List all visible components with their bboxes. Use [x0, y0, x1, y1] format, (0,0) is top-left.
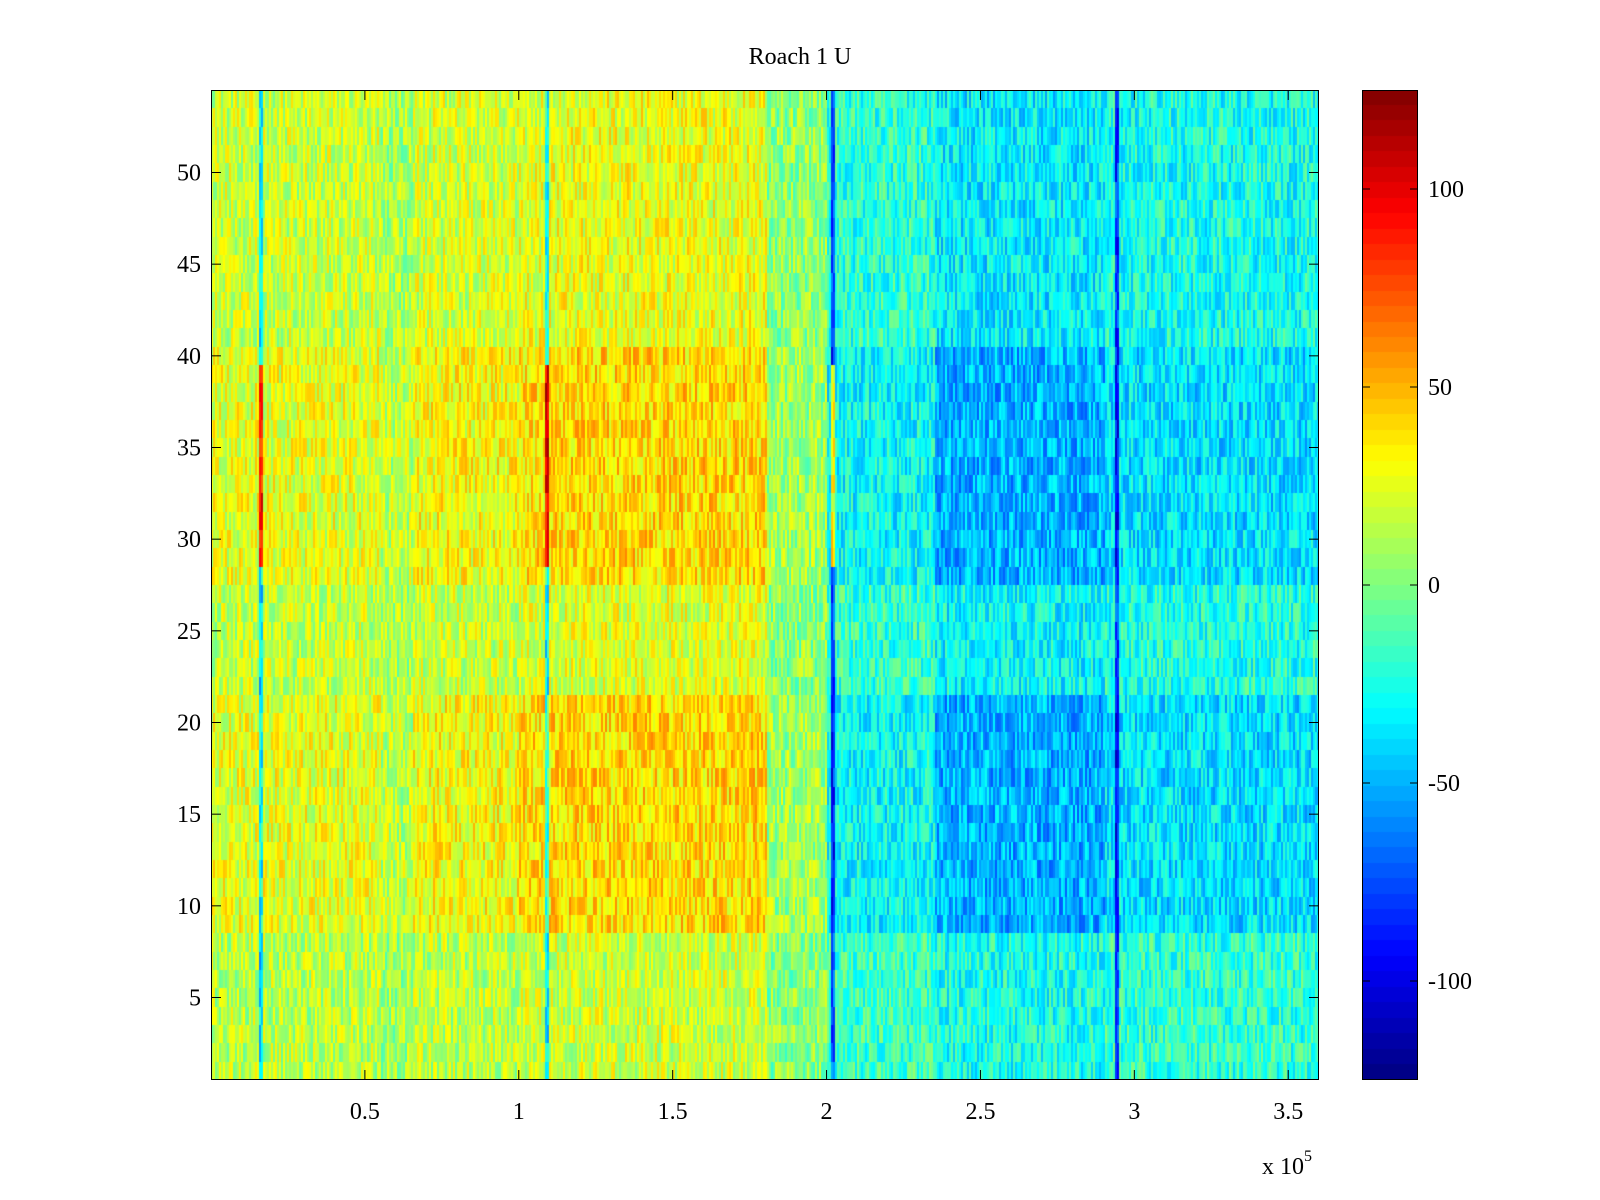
x-exponent-power: 5: [1304, 1148, 1312, 1165]
colorbar-tick-label: 100: [1428, 177, 1464, 203]
plot-frame: [211, 90, 1319, 1080]
y-tick-label: 40: [177, 344, 201, 370]
y-tick-label: 35: [177, 436, 201, 462]
x-tick-label: 3.5: [1273, 1099, 1303, 1125]
y-tick-label: 45: [177, 252, 201, 278]
colorbar-tick-label: 0: [1428, 573, 1440, 599]
colorbar: [1362, 90, 1418, 1080]
x-tick-label: 2.5: [965, 1099, 995, 1125]
y-tick-label: 15: [177, 802, 201, 828]
y-tick-label: 30: [177, 527, 201, 553]
x-tick-label: 3: [1128, 1099, 1140, 1125]
y-tick-label: 10: [177, 894, 201, 920]
heatmap-plot-area: [211, 90, 1319, 1080]
colorbar-tick-label: -100: [1428, 969, 1472, 995]
x-tick-label: 1.5: [658, 1099, 688, 1125]
chart-title: Roach 1 U: [748, 44, 852, 70]
x-tick-label: 0.5: [350, 1099, 380, 1125]
y-tick-label: 20: [177, 711, 201, 737]
y-tick-label: 5: [189, 986, 201, 1012]
y-tick-label: 50: [177, 161, 201, 187]
colorbar-tick-label: 50: [1428, 375, 1452, 401]
colorbar-tick-label: -50: [1428, 771, 1460, 797]
x-tick-label: 2: [821, 1099, 833, 1125]
x-axis-exponent-label: x 105: [1262, 1148, 1312, 1181]
x-tick-label: 1: [513, 1099, 525, 1125]
x-exponent-base: x 10: [1262, 1154, 1304, 1180]
y-tick-label: 25: [177, 619, 201, 645]
